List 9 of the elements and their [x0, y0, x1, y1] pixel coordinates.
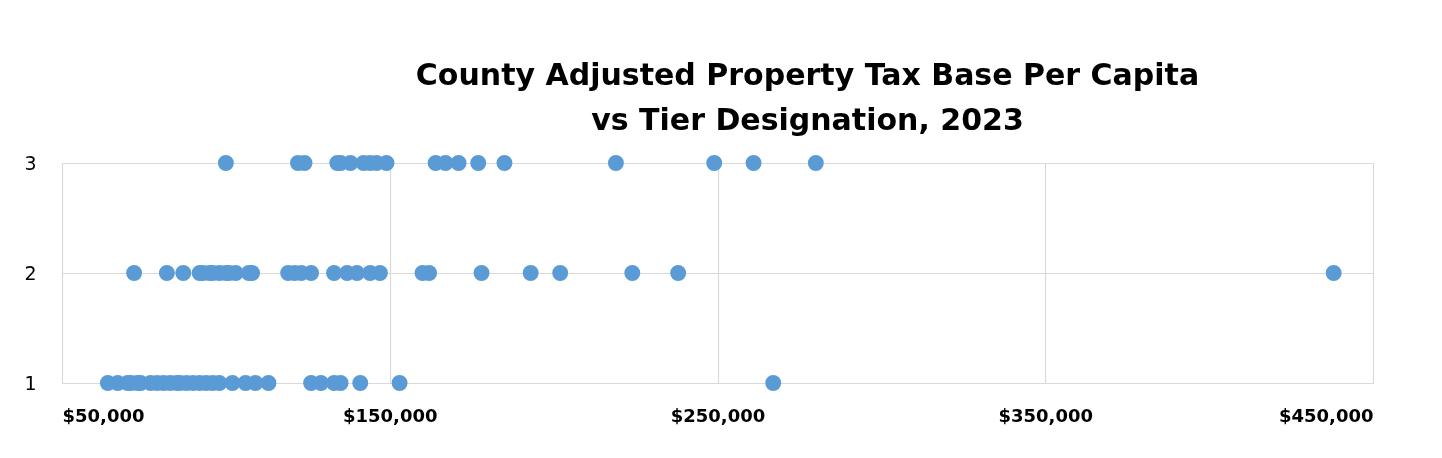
chart-title: County Adjusted Property Tax Base Per Capita vs Tier Designation, 2023 — [415, 57, 1200, 137]
x-tick-label: $250,000 — [670, 404, 766, 426]
y-tick-label: 1 — [24, 371, 37, 394]
x-tick-label: $150,000 — [342, 404, 438, 426]
x-tick-label: $350,000 — [998, 404, 1094, 426]
x-tick-label: $50,000 — [62, 404, 145, 426]
y-tick-label: 2 — [24, 261, 37, 284]
x-tick-label: $450,000 — [1278, 404, 1374, 426]
y-tick-label: 3 — [24, 151, 37, 174]
